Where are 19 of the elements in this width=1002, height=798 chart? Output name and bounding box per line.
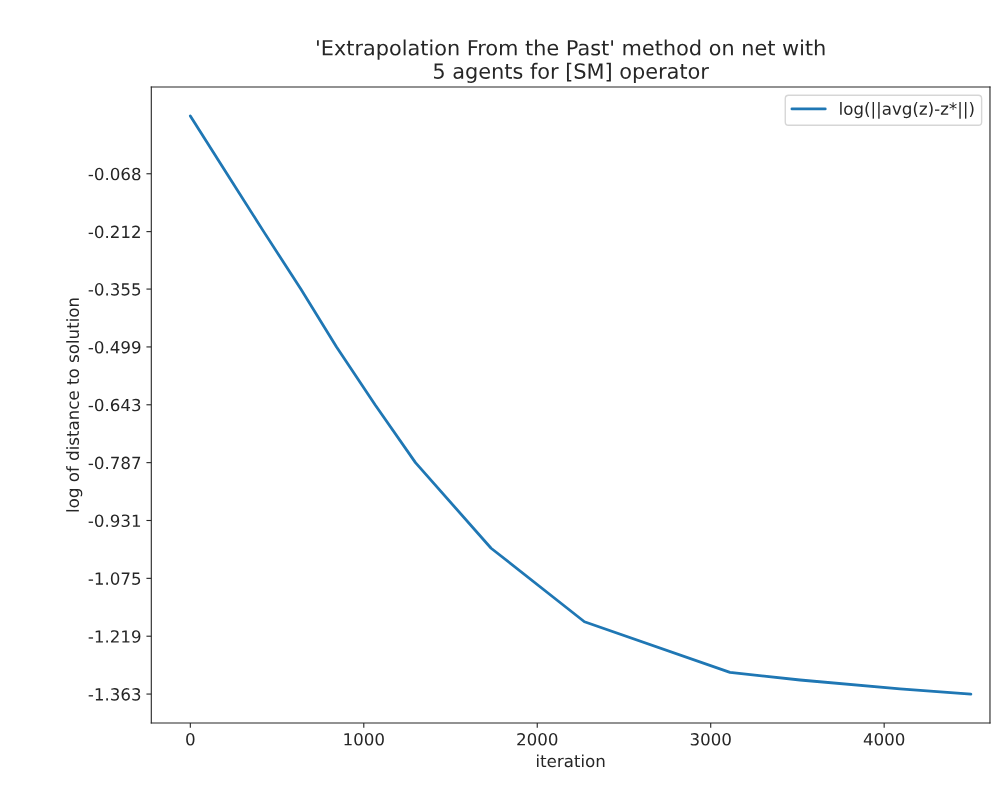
- y-tick-label: -0.212: [88, 225, 140, 239]
- x-tick-label: 3000: [690, 733, 731, 746]
- y-tick-label: -1.363: [88, 688, 141, 701]
- x-tick-label: 2000: [517, 733, 558, 746]
- x-tick-label: 1000: [344, 733, 384, 746]
- x-tick-label: 0: [186, 733, 195, 746]
- y-tick-label: -0.355: [88, 283, 141, 296]
- y-tick-label: -0.643: [88, 398, 141, 412]
- y-tick-label: -0.499: [88, 340, 141, 354]
- x-axis-title: iteration: [537, 754, 605, 768]
- y-tick-label: -1.219: [88, 630, 141, 643]
- x-tick-label: 4000: [863, 733, 905, 746]
- y-tick-label: -0.068: [88, 167, 141, 181]
- y-tick-label: -0.931: [88, 514, 141, 528]
- legend-label: log(||avg(z)-z*||): [840, 101, 974, 119]
- y-tick-label: -1.075: [88, 572, 141, 585]
- chart-title: 'Extrapolation From the Past' method on net with 5 agents for [SM] operator: [317, 39, 825, 83]
- y-axis-title: log of distance to solution: [66, 298, 83, 512]
- y-tick-label: -0.787: [88, 456, 141, 470]
